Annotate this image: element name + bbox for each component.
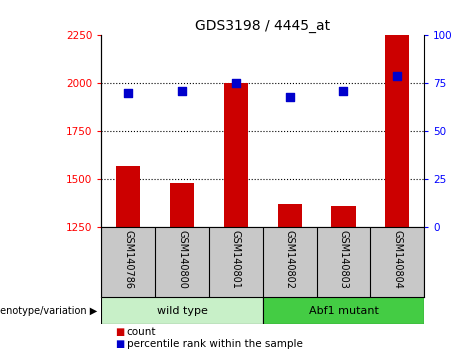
Point [340,88,347,94]
Bar [116,166,141,227]
Bar [278,204,302,227]
Text: wild type: wild type [157,306,207,316]
Text: GSM140802: GSM140802 [284,230,295,289]
Text: GSM140803: GSM140803 [338,230,349,289]
Text: percentile rank within the sample: percentile rank within the sample [127,339,303,349]
Title: GDS3198 / 4445_at: GDS3198 / 4445_at [195,19,331,33]
Point [232,80,240,86]
Text: count: count [127,327,156,337]
Bar [170,183,194,227]
Text: GSM140801: GSM140801 [231,230,241,289]
Point [394,73,401,78]
Bar [331,206,355,227]
Point [286,94,293,99]
Text: ■: ■ [115,339,124,349]
Point [178,88,186,94]
Text: Abf1 mutant: Abf1 mutant [308,306,378,316]
Text: GSM140804: GSM140804 [392,230,402,289]
Bar [263,297,424,324]
Text: GSM140800: GSM140800 [177,230,187,289]
Bar [101,297,263,324]
Text: ■: ■ [115,327,124,337]
Text: genotype/variation ▶: genotype/variation ▶ [0,306,97,316]
Bar [385,35,409,227]
Bar [224,83,248,227]
Text: GSM140786: GSM140786 [123,230,133,289]
Point [124,90,132,96]
